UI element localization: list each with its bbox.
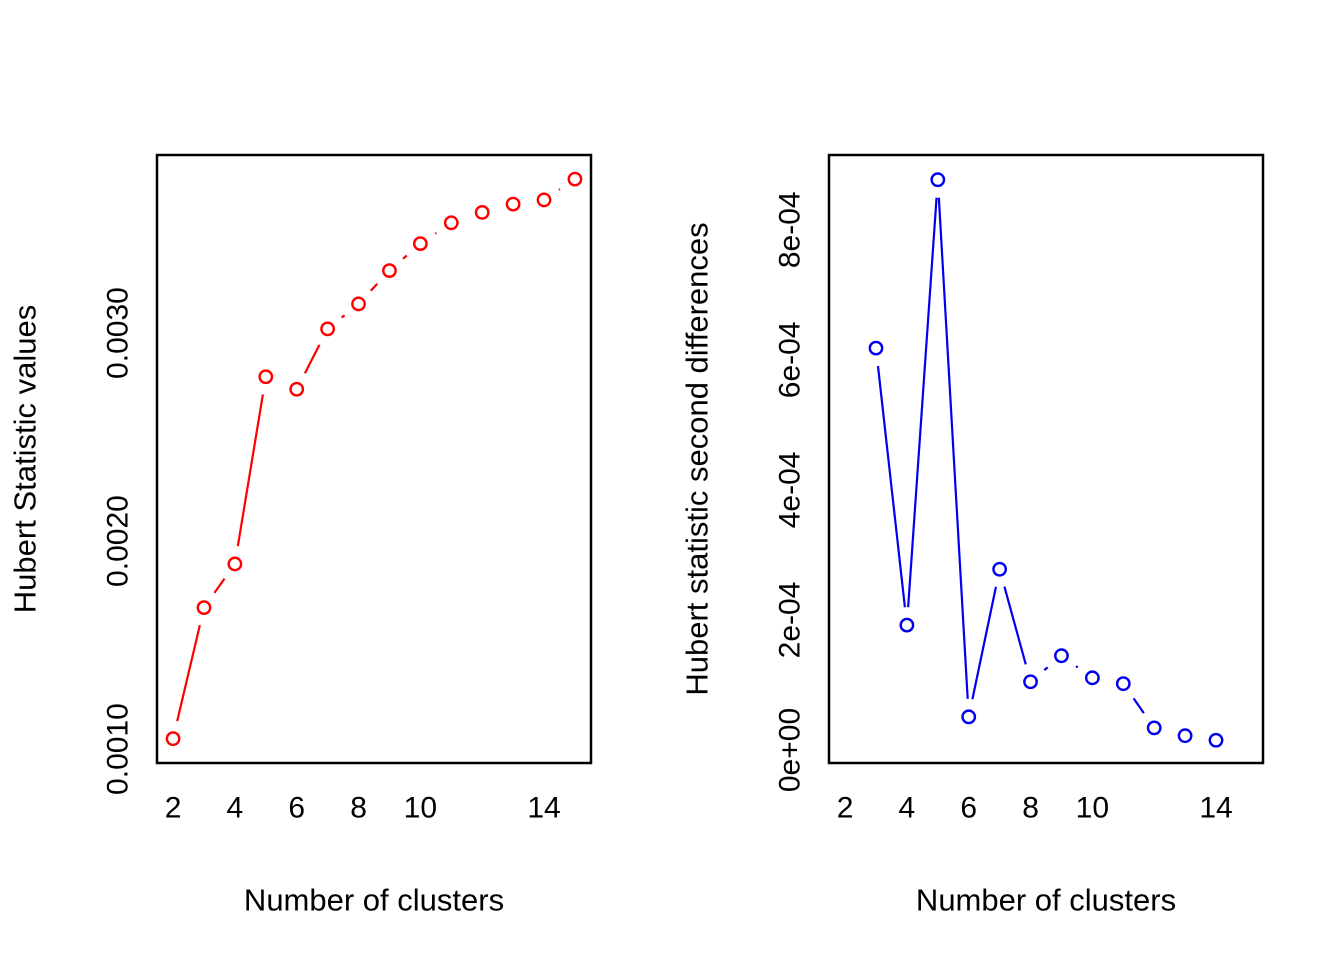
y-axis-title-right: Hubert statistic second differences <box>679 222 715 696</box>
data-point-marker <box>412 236 428 252</box>
y-tick-label: 8e-04 <box>774 191 807 268</box>
series-segment <box>1003 586 1027 665</box>
data-point-marker <box>351 296 366 312</box>
data-point-marker <box>1084 670 1100 686</box>
series-segment <box>1043 666 1049 671</box>
data-point-marker <box>961 709 977 725</box>
data-point-marker <box>992 561 1008 577</box>
data-point-marker <box>289 381 305 397</box>
series-segment <box>402 254 408 260</box>
x-tick-label: 2 <box>165 792 182 825</box>
series-segment <box>971 586 998 700</box>
data-point-marker <box>1115 676 1131 692</box>
data-point-marker <box>227 556 243 572</box>
series-segment <box>303 344 321 374</box>
data-point-marker <box>899 617 915 633</box>
data-point-marker <box>930 172 946 188</box>
data-point-marker <box>196 600 212 616</box>
plot-box <box>827 153 1265 765</box>
series-segment <box>213 577 226 594</box>
data-point-marker <box>505 196 521 212</box>
x-tick-label: 14 <box>527 792 560 825</box>
data-point-marker <box>474 205 490 220</box>
y-tick-label: 6e-04 <box>774 321 807 398</box>
y-tick-label: 2e-04 <box>774 582 807 659</box>
x-tick-label: 6 <box>960 792 977 825</box>
data-point-marker <box>1177 728 1193 744</box>
series-segment <box>558 188 561 191</box>
x-tick-label: 8 <box>350 792 367 825</box>
x-tick-label: 14 <box>1199 792 1232 825</box>
y-tick-label: 0.0010 <box>102 703 135 795</box>
series-segment <box>176 624 201 722</box>
data-point-marker <box>258 369 274 385</box>
data-point-marker <box>165 731 181 747</box>
data-point-marker <box>443 215 459 231</box>
series-segment <box>1075 665 1079 669</box>
y-tick-label: 0.0030 <box>102 287 135 379</box>
data-point-marker <box>1054 648 1069 664</box>
x-axis-title-right: Number of clusters <box>915 882 1177 918</box>
x-tick-label: 4 <box>899 792 916 825</box>
series-segment <box>1132 697 1145 714</box>
x-axis-title-left: Number of clusters <box>243 882 505 918</box>
y-axis-title-left: Hubert Statistic values <box>7 304 43 614</box>
series-segment <box>236 394 264 547</box>
data-point-marker <box>320 321 336 337</box>
data-point-marker <box>536 192 552 208</box>
y-tick-label: 4e-04 <box>774 452 807 529</box>
y-tick-label: 0e+00 <box>774 708 807 792</box>
x-tick-label: 8 <box>1022 792 1039 825</box>
data-point-marker <box>868 340 884 356</box>
x-tick-label: 10 <box>1076 792 1109 825</box>
x-tick-label: 4 <box>227 792 244 825</box>
y-tick-label: 0.0020 <box>102 495 135 587</box>
x-tick-label: 2 <box>837 792 854 825</box>
series-segment <box>434 231 437 235</box>
x-tick-label: 6 <box>288 792 305 825</box>
series-segment <box>340 314 346 319</box>
series-segment <box>876 365 906 608</box>
data-point-marker <box>1208 732 1224 748</box>
data-point-marker <box>382 263 397 279</box>
data-point-marker <box>567 171 583 187</box>
data-point-marker <box>1023 674 1038 690</box>
series-segment <box>907 197 938 608</box>
x-tick-label: 10 <box>404 792 437 825</box>
data-point-marker <box>1146 720 1162 736</box>
plot-box <box>155 153 593 765</box>
series-segment <box>937 197 969 699</box>
series-segment <box>369 283 379 292</box>
